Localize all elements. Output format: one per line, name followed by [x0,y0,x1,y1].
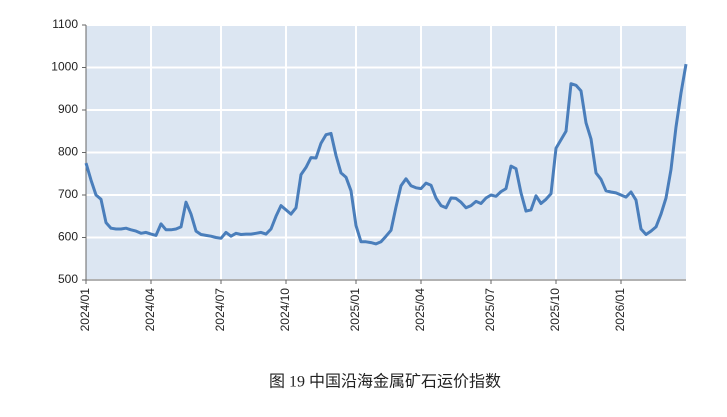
y-tick-label: 600 [58,230,78,244]
y-tick-label: 1000 [51,60,78,74]
x-tick-label: 2024/01 [78,288,92,332]
y-tick-label: 800 [58,145,78,159]
y-tick-label: 500 [58,272,78,286]
x-tick-label: 2025/04 [413,288,427,332]
x-tick-label: 2024/07 [213,288,227,332]
chart-title: 图 19 中国沿海金属矿石运价指数 [269,373,501,391]
x-tick-label: 2024/04 [143,288,157,332]
line [84,63,688,246]
x-tick-label: 2024/10 [278,288,292,332]
x-tick-label: 2025/01 [348,288,362,332]
y-tick-label: 700 [58,187,78,201]
x-tick-label: 2025/10 [548,288,562,332]
x-tick-label: 2026/01 [613,288,627,332]
y-tick-label: 1100 [52,17,78,31]
x-tick-label: 2025/07 [483,288,497,332]
y-tick-label: 900 [58,102,78,116]
